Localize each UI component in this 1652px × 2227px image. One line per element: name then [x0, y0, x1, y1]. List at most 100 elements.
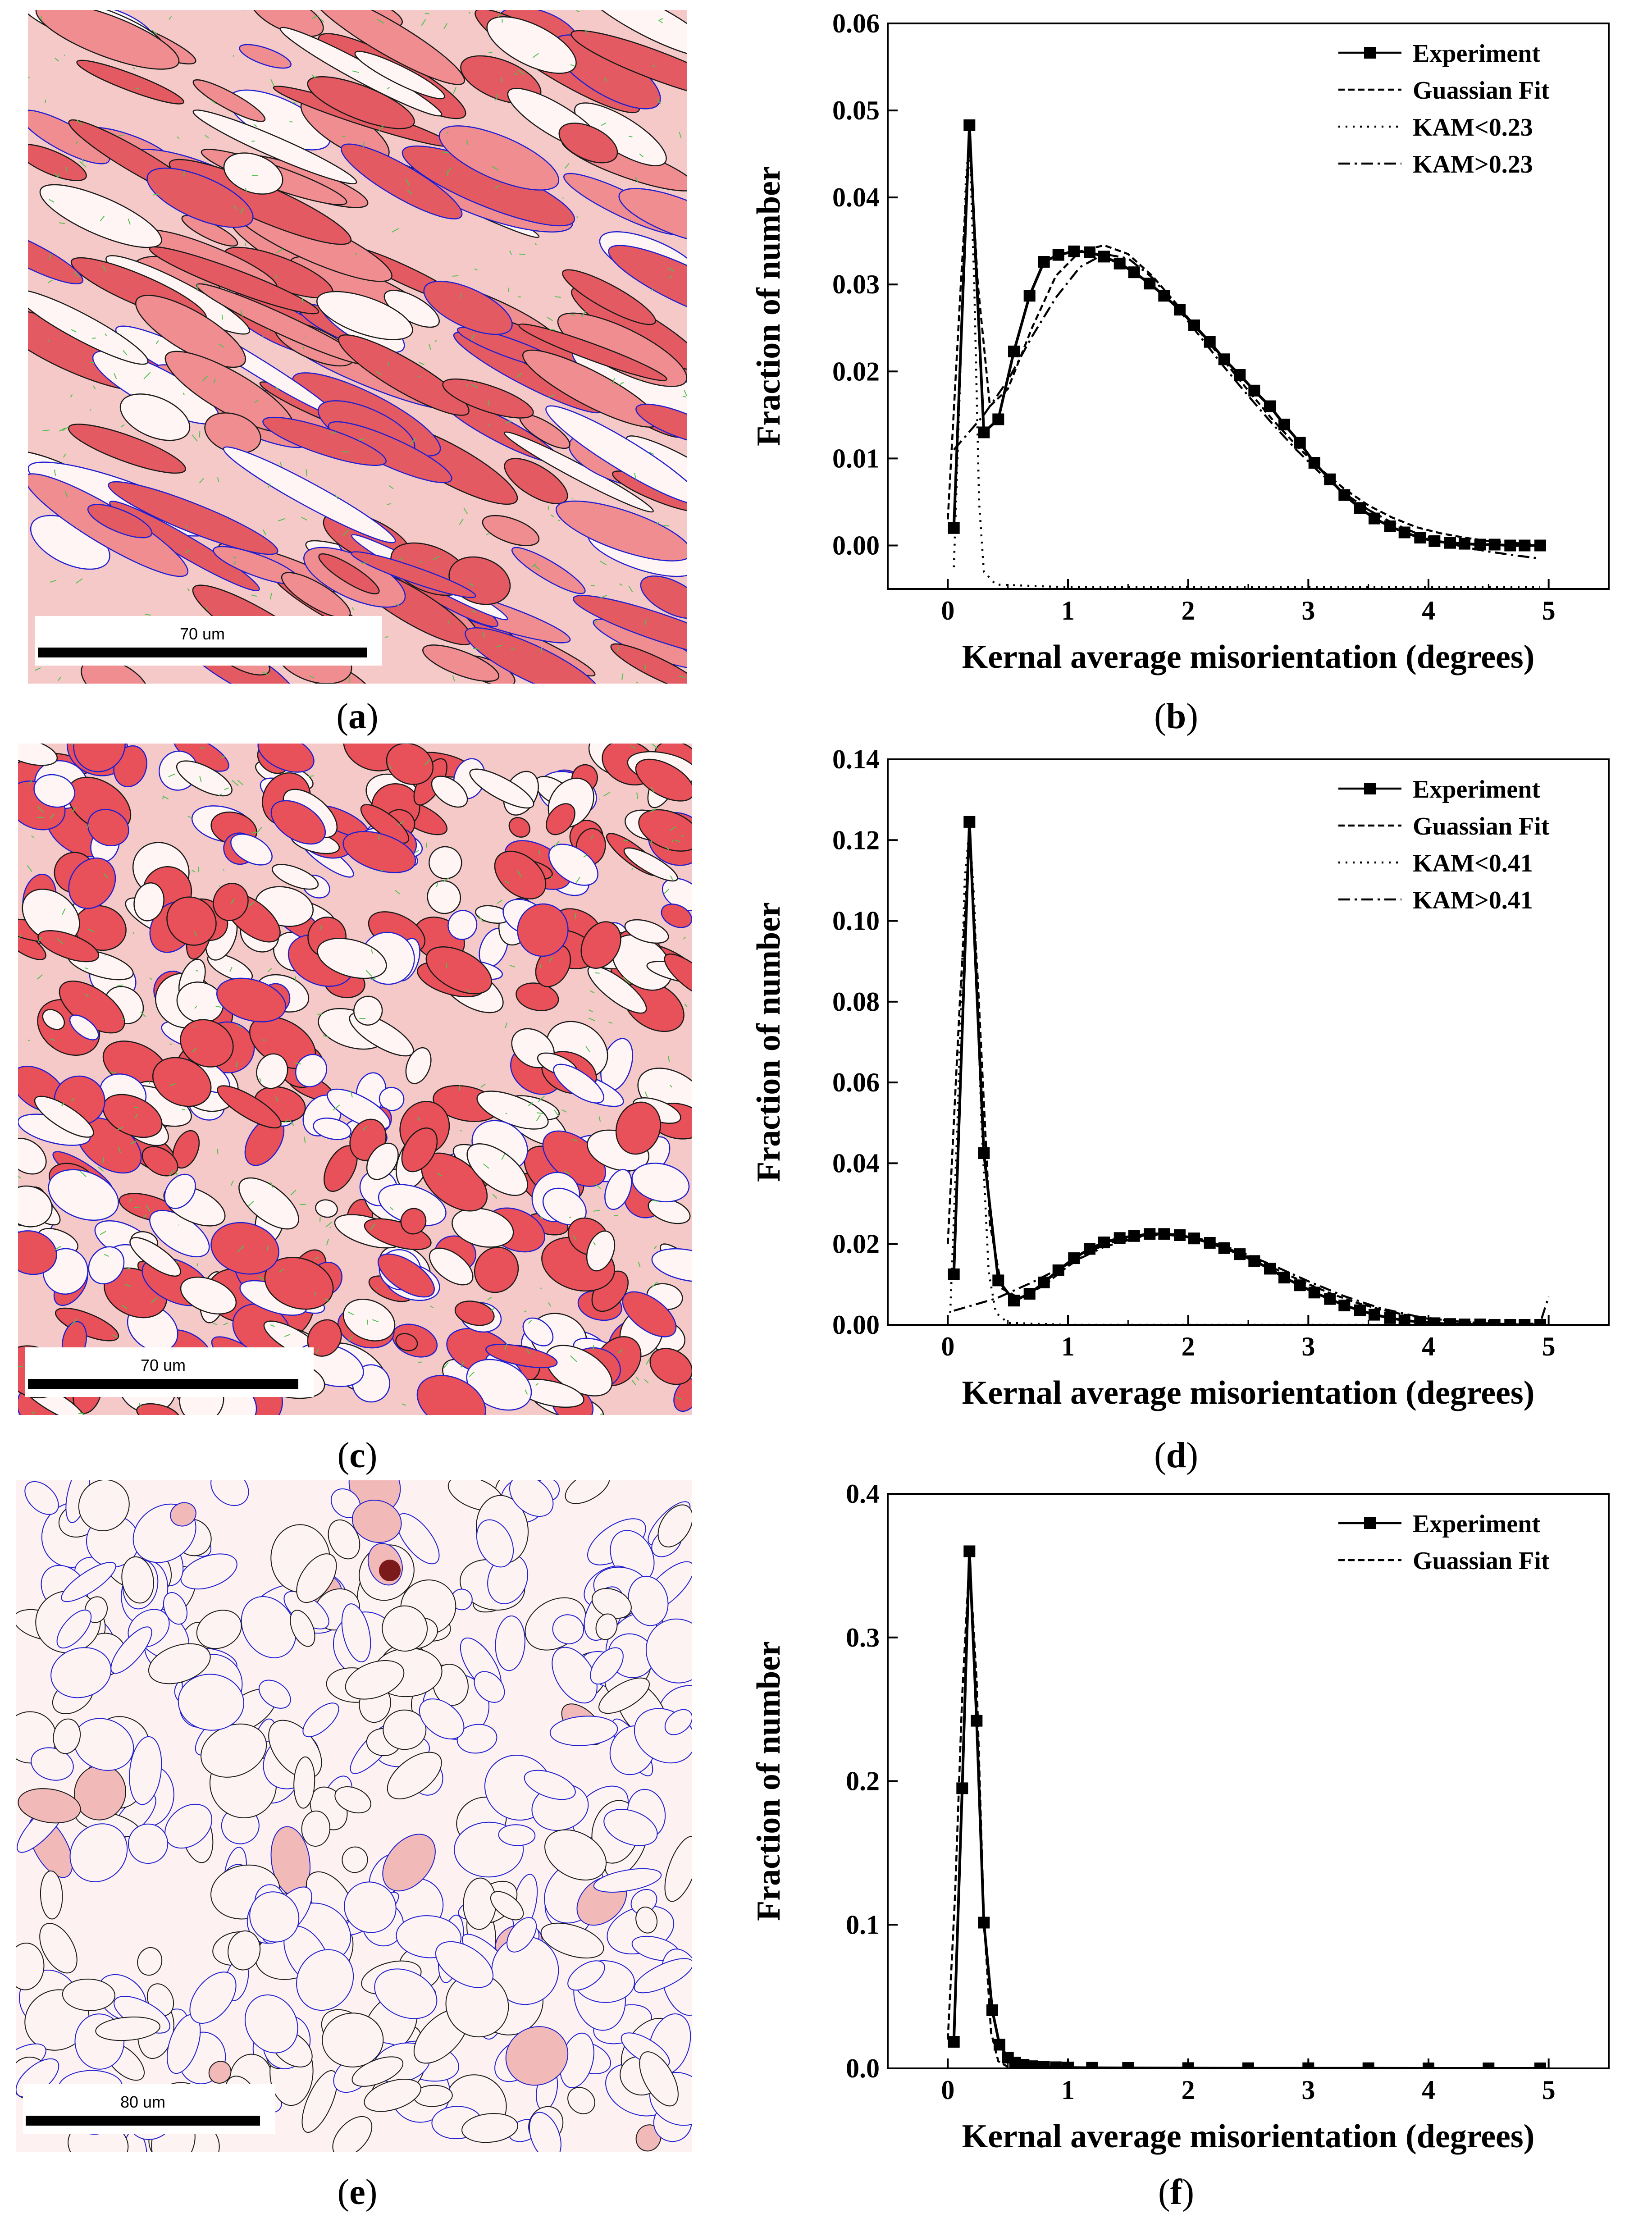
grain — [301, 2070, 338, 2133]
grain — [580, 10, 687, 58]
grain — [456, 1724, 497, 1754]
data-point — [1008, 345, 1020, 357]
subgrain-segment — [573, 1236, 577, 1241]
subgrain-segment — [92, 385, 96, 390]
subgrain-segment — [418, 1361, 422, 1363]
subgrain-segment — [470, 334, 475, 341]
subgrain-segment — [471, 384, 478, 388]
subgrain-segment — [278, 518, 285, 522]
subgrain-segment — [419, 362, 424, 365]
subgrain-segment — [41, 16, 43, 21]
subgrain-segment — [117, 984, 123, 987]
grain — [34, 1095, 94, 1138]
y-tick-label: 0.08 — [832, 987, 880, 1017]
x-tick-label: 5 — [1542, 596, 1556, 625]
grain — [486, 16, 577, 74]
subgrain-segment — [50, 1039, 55, 1041]
subgrain-segment — [194, 931, 197, 936]
subgrain-segment — [28, 780, 32, 785]
grain — [586, 1230, 616, 1272]
subgrain-segment — [508, 288, 510, 292]
grain — [332, 2116, 373, 2152]
subgrain-segment — [504, 881, 510, 884]
plot-frame — [887, 1493, 1610, 2069]
grain — [309, 10, 465, 85]
subgrain-segment — [217, 477, 219, 483]
grain — [344, 1881, 397, 1933]
subgrain-segment — [61, 1102, 65, 1107]
subgrain-segment — [652, 64, 656, 67]
grain — [544, 1829, 607, 1880]
subgrain-segment — [371, 977, 376, 981]
grain — [447, 910, 478, 940]
subgrain-segment — [324, 1298, 330, 1302]
subgrain-segment — [279, 1269, 284, 1273]
data-point — [1144, 278, 1156, 290]
grain — [172, 1130, 200, 1169]
y-tick-label: 0.03 — [832, 269, 880, 299]
grain — [210, 1480, 249, 1506]
data-point — [1483, 2063, 1495, 2068]
subgrain-segment — [681, 835, 684, 837]
subgrain-segment — [513, 73, 518, 75]
subgrain-segment — [631, 868, 633, 870]
y-tick-label: 0.10 — [832, 906, 880, 936]
y-tick-label: 0.14 — [832, 746, 880, 774]
subgrain-segment — [121, 1018, 124, 1021]
subgrain-segment — [237, 1024, 242, 1028]
subgrain-segment — [651, 1281, 658, 1288]
subgrain-segment — [31, 835, 34, 838]
grain — [256, 1053, 288, 1089]
grain — [296, 1553, 337, 1603]
grain — [146, 167, 254, 228]
data-point — [1278, 1272, 1290, 1284]
subgrain-segment — [193, 1026, 195, 1027]
series-line-experiment — [952, 821, 1540, 1325]
grain — [604, 1169, 632, 1210]
subgrain-segment — [352, 607, 354, 611]
subgrain-segment — [333, 1104, 340, 1111]
subgrain-segment — [482, 338, 484, 340]
grain — [62, 1978, 115, 2011]
data-point — [1204, 1237, 1216, 1249]
subgrain-segment — [38, 937, 42, 942]
subgrain-segment — [306, 469, 308, 476]
subgrain-segment — [395, 890, 400, 894]
subgrain-segment — [646, 1358, 650, 1365]
data-point — [1264, 1263, 1276, 1275]
grain — [485, 1344, 558, 1369]
grain — [88, 1246, 125, 1285]
y-tick-label: 0.00 — [832, 1310, 880, 1340]
subgrain-segment — [284, 1119, 289, 1123]
data-point — [1414, 1316, 1426, 1325]
subgrain-boundaries — [18, 744, 688, 1415]
subgrain-segment — [82, 159, 84, 163]
subgrain-segment — [443, 23, 448, 29]
subgrain-segment — [679, 675, 685, 678]
subgrain-segment — [123, 350, 128, 356]
grain — [664, 1709, 692, 1735]
subgrain-segment — [114, 373, 117, 379]
subgrain-segment — [58, 676, 61, 681]
caption-f: (f) — [1158, 2172, 1194, 2212]
subgrain-segment — [205, 135, 209, 139]
scale-bar — [26, 2116, 260, 2126]
subgrain-segment — [155, 340, 159, 344]
subgrain-segment — [169, 16, 172, 20]
scale-bar-label: 70 um — [141, 1356, 186, 1374]
subgrain-segment — [492, 1194, 497, 1199]
grain — [53, 1718, 81, 1754]
subgrain-segment — [27, 865, 32, 872]
grain — [548, 844, 598, 886]
subgrain-segment — [71, 329, 77, 333]
x-axis-label: Kernal average misorientation (degrees) — [962, 1374, 1535, 1411]
grain — [328, 421, 452, 484]
subgrain-segment — [392, 228, 399, 233]
subgrain-segment — [619, 583, 623, 586]
subgrain-segment — [270, 593, 272, 600]
subgrain-segment — [417, 1117, 421, 1121]
grain — [545, 405, 687, 505]
subgrain-segment — [516, 372, 522, 378]
subgrain-segment — [590, 990, 594, 993]
grain — [374, 1968, 438, 2019]
